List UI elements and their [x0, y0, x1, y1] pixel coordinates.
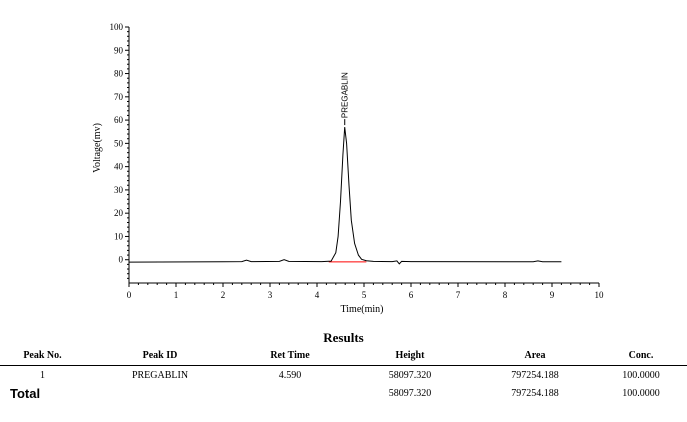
table-row: 1 PREGABLIN 4.590 58097.320 797254.188 1…: [0, 366, 687, 384]
x-tick-label: 2: [221, 290, 226, 300]
y-tick-label: 70: [114, 92, 124, 102]
y-tick-label: 50: [114, 138, 124, 148]
total-height: 58097.320: [388, 388, 432, 399]
header-peak-no: Peak No.: [0, 348, 85, 366]
total-conc: 100.0000: [622, 388, 660, 399]
header-height: Height: [345, 348, 475, 366]
header-ret-time: Ret Time: [235, 348, 345, 366]
cell-conc: 100.0000: [622, 370, 660, 381]
x-tick-label: 0: [127, 290, 132, 300]
x-axis-label: Time(min): [341, 304, 384, 315]
cell-area: 797254.188: [511, 370, 559, 381]
y-tick-label: 0: [119, 255, 124, 265]
x-tick-label: 8: [503, 290, 508, 300]
x-tick-label: 10: [595, 290, 605, 300]
x-tick-label: 4: [315, 290, 320, 300]
y-tick-label: 30: [114, 185, 124, 195]
y-tick-label: 60: [114, 115, 124, 125]
y-tick-label: 20: [114, 208, 124, 218]
total-label: Total: [10, 386, 41, 401]
y-tick-label: 80: [114, 69, 124, 79]
y-axis-label: Voltage(mv): [92, 123, 103, 173]
cell-peak-no: 1: [40, 370, 45, 381]
cell-height: 58097.320: [388, 370, 432, 381]
results-table: Peak No. Peak ID Ret Time Height Area Co…: [0, 348, 687, 403]
y-tick-label: 10: [114, 231, 124, 241]
cell-ret-time: 4.590: [278, 370, 302, 381]
header-conc: Conc.: [595, 348, 687, 366]
total-empty-cell: [85, 383, 235, 403]
x-tick-label: 5: [362, 290, 367, 300]
x-tick-label: 3: [268, 290, 273, 300]
x-tick-label: 9: [550, 290, 555, 300]
total-empty-cell: [235, 383, 345, 403]
total-row: Total 58097.320 797254.188 100.0000: [0, 383, 687, 403]
cell-peak-id: PREGABLIN: [131, 370, 189, 381]
chromatogram-line: [128, 127, 562, 265]
header-area: Area: [475, 348, 595, 366]
y-tick-label: 100: [110, 22, 124, 32]
y-tick-label: 40: [114, 162, 124, 172]
x-tick-label: 6: [409, 290, 414, 300]
total-area: 797254.188: [511, 388, 559, 399]
x-tick-label: 1: [174, 290, 179, 300]
chart-marks: PREGABLIN: [128, 72, 562, 265]
y-tick-label: 90: [114, 45, 124, 55]
x-tick-label: 7: [456, 290, 461, 300]
results-header-row: Peak No. Peak ID Ret Time Height Area Co…: [0, 348, 687, 366]
header-peak-id: Peak ID: [85, 348, 235, 366]
results-title: Results: [323, 330, 364, 345]
peak-label: PREGABLIN: [341, 72, 350, 118]
